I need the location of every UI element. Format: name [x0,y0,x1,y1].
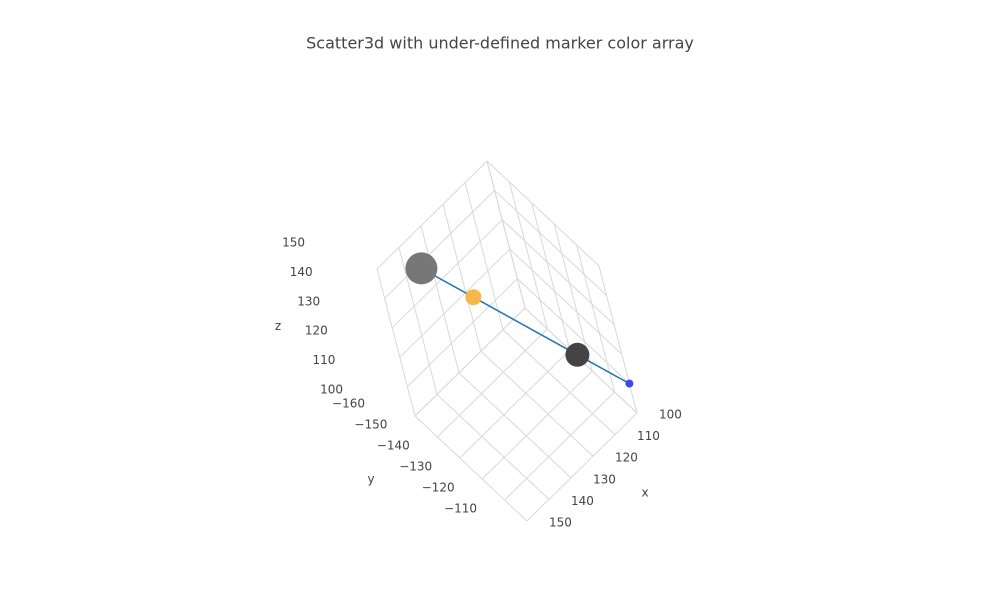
grid-line [407,278,518,387]
x-tick-label: 140 [571,494,594,508]
y-tick-label: −140 [377,439,410,453]
marker [405,252,438,285]
grid-line [481,370,593,480]
y-tick-label: −130 [399,460,432,474]
grid-line [508,181,548,330]
z-tick-label: 120 [305,324,328,338]
y-tick-label: −160 [332,397,365,411]
z-tick-label: 110 [312,353,335,367]
x-tick-label: 150 [549,516,572,530]
grid-line [436,394,550,500]
grid-line [464,182,504,330]
x-axis-title: x [641,486,648,500]
grid-line [526,412,638,522]
grid-line [414,307,526,417]
grid-line [442,204,482,352]
z-tick-label: 130 [297,294,320,308]
line [421,267,630,385]
z-tick-label: 150 [282,236,305,250]
grid-line [384,190,495,299]
marker [565,342,590,367]
grid-line [399,248,511,358]
grid-line [458,372,572,479]
z-tick-label: 100 [320,383,343,397]
marker [625,379,634,388]
y-axis-title: y [367,472,374,486]
z-tick-label: 140 [290,265,313,279]
grid-line [420,225,460,373]
y-tick-label: −120 [422,481,455,495]
y-tick-label: −150 [354,418,387,432]
grid-line [437,328,548,438]
chart-title: Scatter3d with under-defined marker colo… [306,34,694,53]
marker [465,289,482,306]
grid-line [480,350,594,457]
grid-line [531,202,571,351]
grid-line [517,278,630,384]
grid-line [391,219,503,329]
grid-line [502,329,616,435]
grid-line [376,268,416,417]
grid-line [459,349,571,459]
grid-line [494,190,607,296]
grid-line [598,265,638,414]
z-axis-title: z [275,319,281,333]
grid-line [398,247,438,395]
grid-line [504,391,615,501]
grid-line [414,415,528,522]
grid-line [486,160,526,309]
grid-line [509,248,623,355]
grid-line [486,160,600,267]
y-tick-label: −110 [444,502,477,516]
x-tick-label: 100 [659,408,682,422]
x-tick-label: 120 [615,451,638,465]
grid-line [376,160,488,270]
x-tick-label: 110 [637,429,660,443]
grid-line [501,219,615,326]
x-tick-label: 130 [593,472,616,486]
grid-line [576,244,616,393]
